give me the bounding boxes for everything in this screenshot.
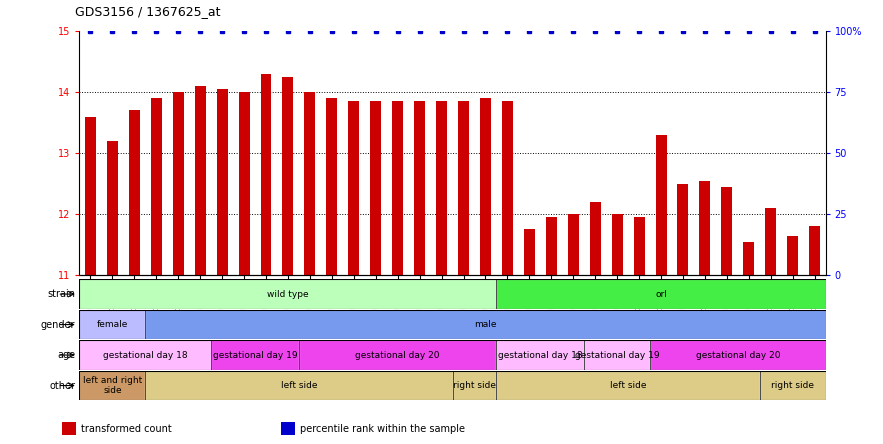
Bar <box>759 371 826 400</box>
Bar <box>260 74 271 275</box>
Bar <box>348 101 359 275</box>
Bar <box>809 226 820 275</box>
Bar <box>502 101 513 275</box>
Bar <box>392 101 404 275</box>
Bar <box>299 340 496 370</box>
Text: gestational day 19: gestational day 19 <box>575 351 660 360</box>
Text: other: other <box>49 381 75 391</box>
Bar <box>436 101 447 275</box>
Bar <box>766 208 776 275</box>
Bar <box>721 187 732 275</box>
Bar <box>590 202 600 275</box>
Bar <box>453 371 496 400</box>
Bar <box>496 279 826 309</box>
Bar <box>568 214 578 275</box>
Text: age: age <box>57 350 75 360</box>
Bar <box>414 101 425 275</box>
Text: strain: strain <box>47 289 75 299</box>
Bar <box>107 141 117 275</box>
Text: gestational day 18: gestational day 18 <box>103 351 187 360</box>
Bar <box>194 86 206 275</box>
Text: gestational day 19: gestational day 19 <box>213 351 298 360</box>
Bar <box>699 181 711 275</box>
Bar <box>585 340 650 370</box>
Bar <box>612 214 623 275</box>
Text: left side: left side <box>281 381 317 390</box>
Bar <box>305 92 315 275</box>
Text: gestational day 20: gestational day 20 <box>696 351 780 360</box>
Bar <box>788 236 798 275</box>
Text: male: male <box>474 320 497 329</box>
Bar <box>281 422 295 435</box>
Bar <box>173 92 184 275</box>
Text: percentile rank within the sample: percentile rank within the sample <box>300 424 465 434</box>
Bar <box>677 184 689 275</box>
Text: gender: gender <box>41 320 75 329</box>
Text: transformed count: transformed count <box>81 424 172 434</box>
Text: right side: right side <box>771 381 814 390</box>
Text: wild type: wild type <box>268 289 309 298</box>
Bar <box>480 98 491 275</box>
Text: orl: orl <box>655 289 667 298</box>
Bar <box>655 135 667 275</box>
Bar <box>743 242 754 275</box>
Bar <box>216 89 228 275</box>
Bar <box>79 371 146 400</box>
Text: gestational day 18: gestational day 18 <box>498 351 583 360</box>
Bar <box>524 230 535 275</box>
Bar <box>151 98 162 275</box>
Text: left side: left side <box>610 381 646 390</box>
Bar <box>146 371 453 400</box>
Bar <box>546 217 557 275</box>
Bar <box>650 340 826 370</box>
Bar <box>129 111 140 275</box>
Bar <box>496 340 585 370</box>
Bar <box>79 340 211 370</box>
Bar <box>496 371 759 400</box>
Text: gestational day 20: gestational day 20 <box>356 351 440 360</box>
Text: female: female <box>97 320 128 329</box>
Bar <box>79 279 496 309</box>
Bar <box>283 77 293 275</box>
Bar <box>62 422 76 435</box>
Bar <box>238 92 250 275</box>
Text: GDS3156 / 1367625_at: GDS3156 / 1367625_at <box>75 5 221 18</box>
Bar <box>211 340 299 370</box>
Bar <box>370 101 381 275</box>
Text: left and right
side: left and right side <box>83 376 142 395</box>
Bar <box>85 117 96 275</box>
Bar <box>634 217 645 275</box>
Bar <box>79 310 146 339</box>
Text: right side: right side <box>453 381 496 390</box>
Bar <box>458 101 469 275</box>
Bar <box>327 98 337 275</box>
